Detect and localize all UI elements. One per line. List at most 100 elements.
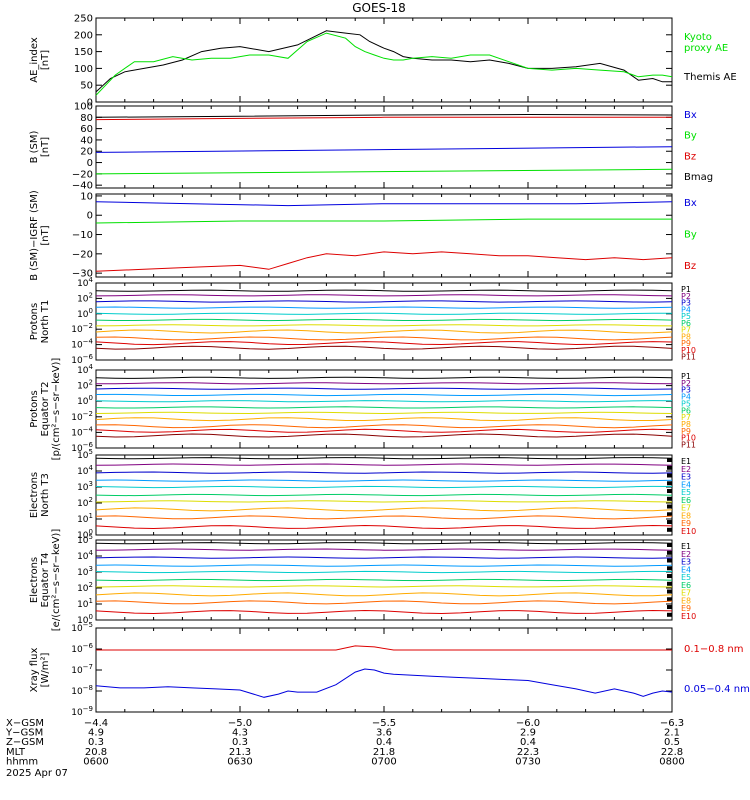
channel-label-P9: P9 <box>681 427 691 436</box>
channel-label-P10: P10 <box>681 346 696 355</box>
channel-label-P6: P6 <box>681 406 691 415</box>
channel-line-P2 <box>95 294 673 297</box>
channel-label-P9: P9 <box>681 339 691 348</box>
y-tick-label: −20 <box>72 249 93 260</box>
y-tick-label: 102 <box>77 379 93 392</box>
xaxis-row-label: MLT <box>6 747 26 758</box>
series-line-1 <box>95 30 672 93</box>
series-line-2 <box>95 32 673 96</box>
xaxis-row-label: Z−GSM <box>6 737 44 748</box>
channel-marker <box>667 512 672 517</box>
channel-label-E5: E5 <box>681 573 691 582</box>
channel-marker <box>667 558 672 563</box>
channel-line-E1 <box>95 542 673 545</box>
channel-label-P11: P11 <box>681 353 696 362</box>
channel-marker <box>667 504 672 509</box>
y-tick-label: −30 <box>72 269 93 280</box>
channel-label-P11: P11 <box>681 441 696 450</box>
channel-label-E9: E9 <box>681 604 691 613</box>
series-line-3 <box>95 251 673 272</box>
date-label: 2025 Apr 07 <box>6 768 68 779</box>
channel-line-E2 <box>95 463 673 466</box>
channel-line-P6 <box>95 406 673 409</box>
channel-line-P10 <box>95 341 673 346</box>
channel-label-E9: E9 <box>681 519 691 528</box>
channel-label-P7: P7 <box>681 413 691 422</box>
y-tick-label: 104 <box>77 464 93 477</box>
channel-label-E2: E2 <box>681 465 691 474</box>
xaxis-value: 0700 <box>371 756 396 767</box>
y-tick-label: 10−6 <box>71 441 93 454</box>
channel-line-E1 <box>95 457 673 460</box>
channel-label-E10: E10 <box>681 527 696 536</box>
y-tick-label: 100 <box>74 102 93 113</box>
y-tick-label: 100 <box>77 528 93 541</box>
channel-marker <box>667 473 672 478</box>
y-tick-label: 10−6 <box>71 642 93 655</box>
channel-label-E4: E4 <box>681 565 691 574</box>
y-axis-label: B (SM)−IGRF (SM)[nT] <box>29 190 51 281</box>
channel-line-P3 <box>95 300 673 303</box>
channel-label-P8: P8 <box>681 332 691 341</box>
xaxis-value: 0600 <box>83 756 108 767</box>
y-tick-label: 100 <box>77 394 93 407</box>
channel-label-E8: E8 <box>681 596 691 605</box>
channel-line-E4 <box>95 564 673 567</box>
panel-4: 10−6 10−4 10−2 100 102 104 ProtonsNorth T1 P1P2… <box>29 276 696 366</box>
y-axis-label: ProtonsNorth T1 <box>29 300 51 344</box>
channel-marker <box>667 489 672 494</box>
xaxis-value: 0.4 <box>376 737 392 748</box>
channel-label-E3: E3 <box>681 473 691 482</box>
channel-line-E8 <box>95 507 673 512</box>
y-tick-label: 10−9 <box>71 705 93 718</box>
legend-kyoto: proxy AE <box>684 43 728 54</box>
channel-line-P3 <box>95 387 673 390</box>
channel-line-P4 <box>95 306 673 309</box>
y-tick-label: 105 <box>77 533 93 546</box>
series-line-2 <box>95 668 673 698</box>
series-line-1 <box>95 201 673 207</box>
y-tick-label: 60 <box>80 124 93 135</box>
channel-label-E3: E3 <box>681 558 691 567</box>
channel-line-P11 <box>95 345 673 350</box>
xaxis-value: −4.4 <box>84 718 108 729</box>
y-tick-label: 103 <box>77 480 93 493</box>
y-tick-label: 10−7 <box>71 663 93 676</box>
series-line-2 <box>95 168 673 175</box>
channel-marker <box>667 481 672 486</box>
y-axis-label: Xray flux[W/m²] <box>29 648 51 693</box>
xaxis-value: 21.3 <box>229 747 251 758</box>
channel-label-E7: E7 <box>681 504 691 513</box>
y-axis-label: B (SM)[nT] <box>29 130 51 163</box>
panel-3: −30 −20 −10 0 10 B (SM)−IGRF (SM)[nT] Bx By Bz <box>29 190 697 281</box>
y-tick-label: 100 <box>74 64 93 75</box>
series-line-3 <box>95 116 672 121</box>
channel-line-E5 <box>95 485 673 489</box>
legend-by: By <box>684 230 697 241</box>
xaxis-value: 4.9 <box>88 728 104 739</box>
channel-label-E6: E6 <box>681 496 691 505</box>
y-tick-label: 10 <box>80 191 93 202</box>
xaxis-value: −6.0 <box>516 718 540 729</box>
xaxis-value: −5.5 <box>372 718 396 729</box>
legend-bz: Bz <box>684 151 696 162</box>
y-tick-label: 10−5 <box>71 621 93 634</box>
channel-line-E3 <box>95 556 673 559</box>
channel-line-E6 <box>95 578 673 582</box>
y-tick-label: 103 <box>77 565 93 578</box>
channel-line-E8 <box>95 592 673 597</box>
channel-line-E10 <box>95 524 673 530</box>
channel-line-E6 <box>95 493 673 497</box>
legend-bz: Bz <box>684 261 696 272</box>
y-tick-label: 102 <box>77 581 93 594</box>
y-axis-label: ProtonsEquator T2[p/(cm²−s−sr−keV)] <box>29 358 62 461</box>
channel-line-E7 <box>95 500 673 503</box>
legend-bx: Bx <box>684 110 697 121</box>
legend-xray-short: 0.05−0.4 nm <box>684 684 750 695</box>
channel-line-E3 <box>95 471 673 474</box>
channel-marker <box>667 543 672 547</box>
channel-line-E4 <box>95 479 673 482</box>
y-tick-label: 10−4 <box>71 425 93 438</box>
channel-line-P8 <box>95 417 673 422</box>
